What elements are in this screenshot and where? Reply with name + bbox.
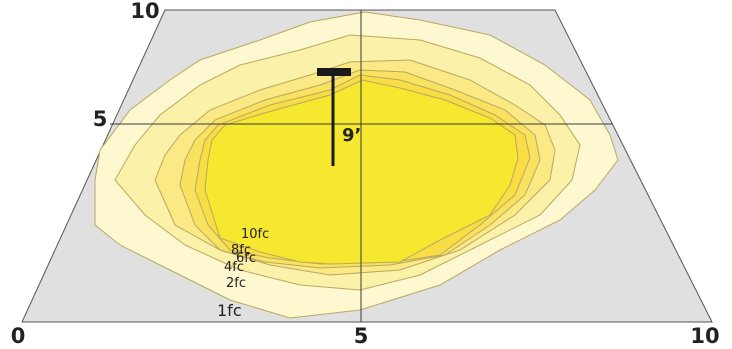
contour-label-1fc: 1fc	[217, 301, 242, 320]
contour-group	[94, 11, 619, 319]
contour-label-2fc: 2fc	[226, 276, 246, 291]
contour-label-8fc: 8fc	[231, 243, 251, 258]
contour-label-10fc: 10fc	[241, 227, 269, 242]
y-axis-label-5: 5	[93, 107, 108, 131]
x-axis-label-10: 10	[690, 324, 719, 348]
light-fixture-icon	[317, 68, 351, 76]
mounting-height-label: 9’	[342, 125, 361, 146]
x-axis-label-5: 5	[354, 324, 369, 348]
contour-label-6fc: 6fc	[236, 251, 256, 266]
x-axis-label-0: 0	[11, 324, 26, 348]
contour-label-4fc: 4fc	[224, 260, 244, 275]
y-axis-label-10: 10	[130, 0, 159, 23]
